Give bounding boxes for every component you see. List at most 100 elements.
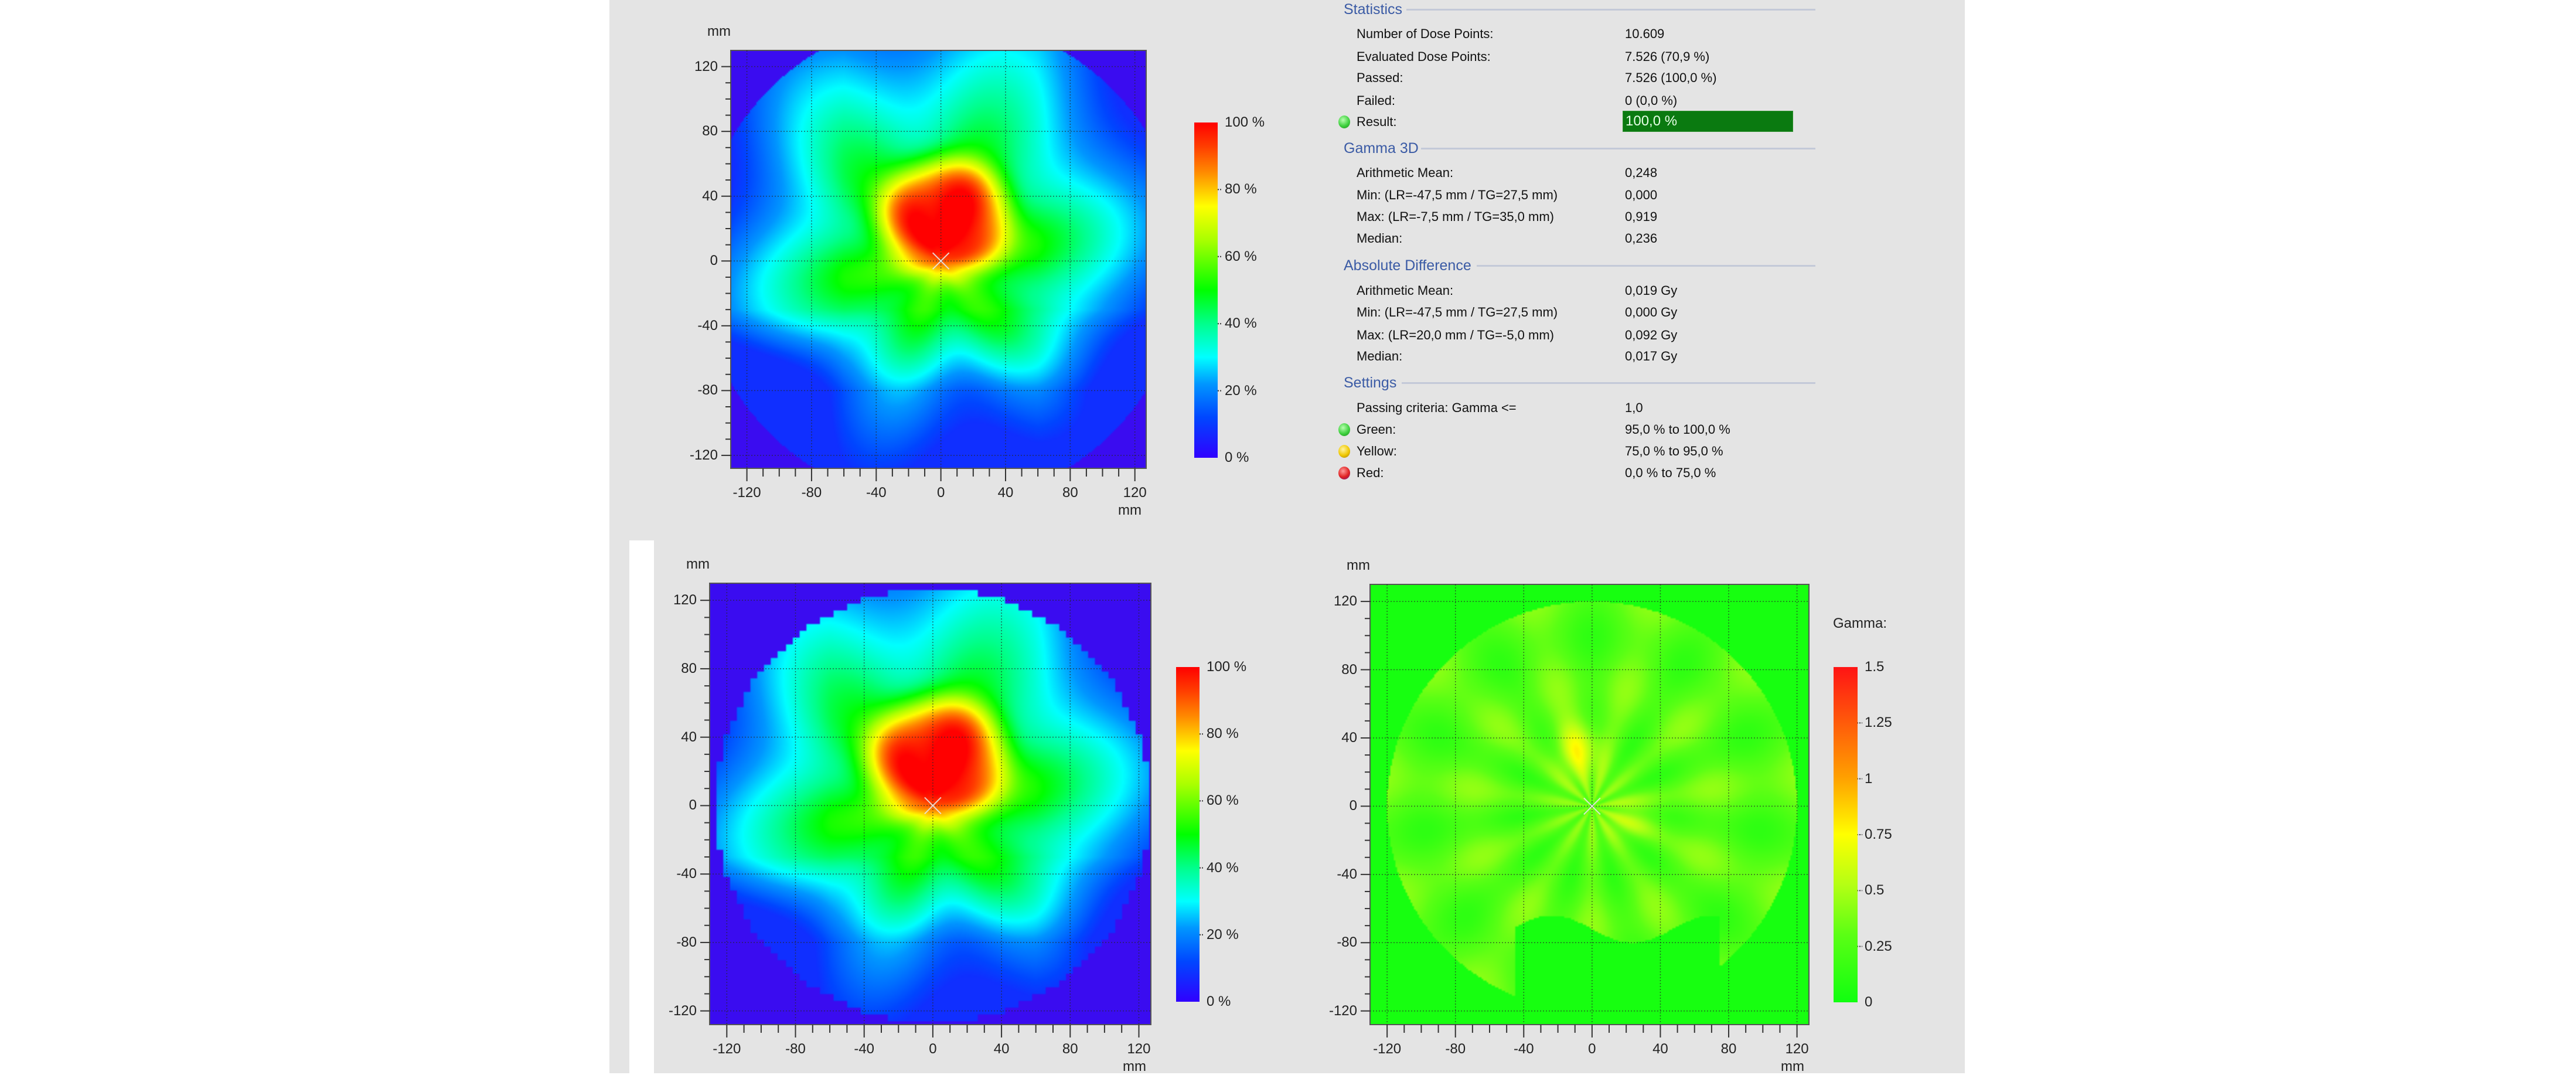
settings-value: 1,0 [1625,400,1643,415]
statistics-divider [1406,9,1815,11]
absdiff-value: 0,017 Gy [1625,349,1678,363]
y-tick-label: 0 [710,253,718,269]
x-tick-label: -40 [854,1041,875,1057]
gamma-colorbar-title: Gamma: [1833,615,1887,631]
x-tick-label: 0 [1588,1041,1596,1057]
y-tick-label: -40 [676,866,697,882]
stat-label: Passed: [1357,70,1403,85]
gamma-value: 0,248 [1625,165,1658,180]
result-bar: 100,0 % [1623,111,1793,132]
x-tick-label: -120 [732,485,761,501]
absdiff-value: 0,092 Gy [1625,328,1678,342]
absdiff-label: Median: [1357,349,1403,363]
y-tick-label: -80 [676,934,697,950]
absdiff-value: 0,019 Gy [1625,283,1678,298]
y-tick-label: -120 [1328,1002,1357,1019]
y-tick-label: 0 [1349,798,1357,814]
y-tick-label: -120 [668,1002,697,1019]
y-tick-label: 40 [1341,729,1357,746]
result-green-indicator-icon [1338,115,1350,128]
absdiff-label: Min: (LR=-47,5 mm / TG=27,5 mm) [1357,305,1558,319]
absdiff-value: 0,000 Gy [1625,305,1678,319]
y-tick-label: 120 [1333,593,1357,610]
x-tick-label: 40 [993,1041,1010,1057]
stat-label: Evaluated Dose Points: [1357,49,1491,64]
x-tick-label: 0 [936,485,945,501]
y-tick-label: -120 [689,447,718,463]
gamma-value: 0,000 [1625,188,1658,202]
settings-value: 95,0 % to 100,0 % [1625,422,1730,437]
settings-divider [1402,382,1815,384]
colorbar [1176,667,1200,1002]
x-tick-label: 120 [1127,1041,1151,1057]
y-tick-label: -40 [697,317,718,334]
heatmap [710,583,1151,1025]
x-tick-label: 80 [1720,1041,1737,1057]
y-tick-label: 40 [681,729,697,745]
x-tick-label: -40 [866,485,887,501]
y-tick-label: -80 [1337,934,1357,951]
colorbar [1834,667,1858,1002]
gamma3d-title: Gamma 3D [1344,140,1419,157]
red-indicator-icon [1338,467,1350,479]
absdiff-label: Max: (LR=20,0 mm / TG=-5,0 mm) [1357,328,1555,342]
gamma-label: Max: (LR=-7,5 mm / TG=35,0 mm) [1357,209,1555,224]
x-tick-label: -80 [1445,1041,1466,1057]
colorbar-label: 20 % [1225,382,1257,399]
x-tick-label: 80 [1062,485,1078,501]
settings-label: Red: [1357,465,1384,480]
x-tick-label: 0 [929,1041,937,1057]
colorbar-label: 1.5 [1865,659,1885,675]
y-tick-label: 80 [702,123,718,140]
y-axis-unit-label: mm [686,556,710,572]
x-tick-label: 120 [1785,1041,1809,1057]
settings-label: Yellow: [1357,444,1397,458]
x-tick-label: 40 [1652,1041,1668,1057]
x-tick-label: -120 [1373,1041,1402,1057]
result-value: 100,0 % [1626,113,1678,129]
y-tick-label: 80 [1341,661,1357,678]
x-tick-label: -80 [785,1041,806,1057]
gamma-label: Min: (LR=-47,5 mm / TG=27,5 mm) [1357,188,1558,202]
colorbar-label: 1.25 [1865,715,1892,731]
stat-label: Number of Dose Points: [1357,26,1494,41]
green-indicator-icon [1338,423,1350,436]
colorbar-label: 100 % [1207,659,1247,675]
colorbar-label: 60 % [1207,792,1239,809]
yellow-indicator-icon [1338,445,1350,458]
stat-value: 0 (0,0 %) [1625,93,1678,108]
absdiff-label: Arithmetic Mean: [1357,283,1454,298]
absdiff-title: Absolute Difference [1344,257,1471,274]
gamma-value: 0,919 [1625,209,1658,224]
colorbar-label: 1 [1865,770,1873,787]
settings-label: Green: [1357,422,1396,437]
colorbar-label: 80 % [1225,181,1257,198]
heatmap [1370,584,1809,1025]
x-tick-label: 80 [1062,1041,1078,1057]
colorbar-label: 100 % [1225,114,1265,130]
colorbar-label: 0.25 [1865,938,1892,954]
settings-label: Passing criteria: Gamma <= [1357,400,1517,415]
colorbar-label: 40 % [1225,315,1257,332]
gamma3d-divider [1421,148,1815,149]
x-tick-label: -40 [1513,1041,1534,1057]
settings-title: Settings [1344,375,1397,391]
x-tick-label: -120 [713,1041,741,1057]
x-tick-label: 120 [1123,485,1147,501]
y-tick-label: -80 [697,382,718,399]
x-axis-unit-label: mm [1781,1059,1804,1074]
y-tick-label: 0 [689,797,697,814]
colorbar [1194,123,1218,458]
stat-value: 7.526 (70,9 %) [1625,49,1710,64]
gamma-label: Median: [1357,231,1403,246]
x-axis-unit-label: mm [1123,1059,1146,1074]
y-axis-unit-label: mm [1347,557,1370,573]
heatmap [731,50,1146,468]
absdiff-divider [1477,265,1815,267]
colorbar-label: 0 [1865,994,1873,1010]
colorbar-label: 20 % [1207,926,1239,943]
y-tick-label: 80 [681,660,697,676]
colorbar-label: 40 % [1207,859,1239,876]
y-tick-label: 120 [673,592,697,608]
white-strip [629,540,654,1073]
